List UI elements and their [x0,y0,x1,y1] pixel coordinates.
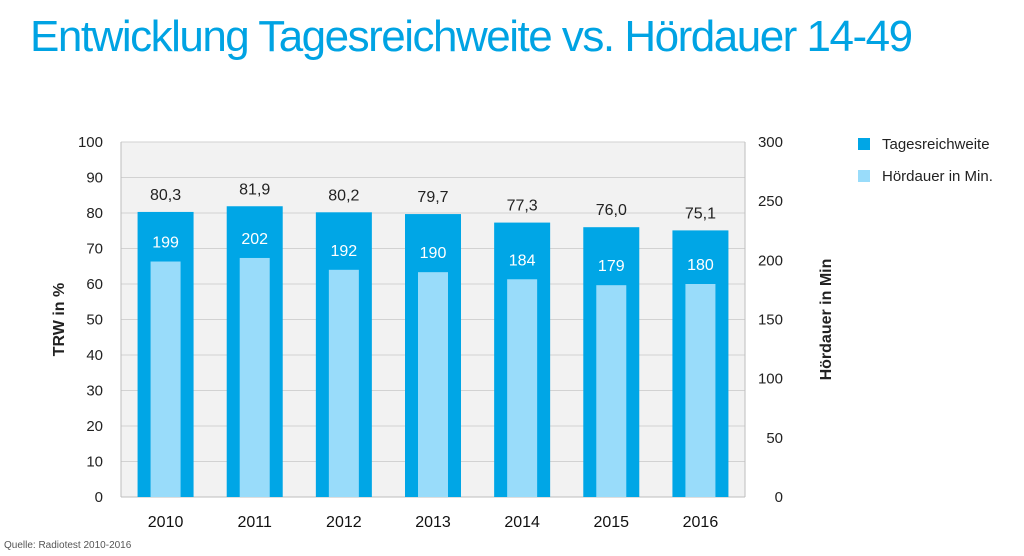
y-axis-left-title: TRW in % [51,283,68,356]
data-label-hoerdauer: 179 [598,258,625,275]
x-tick-label: 2013 [415,514,451,531]
page-title: Entwicklung Tagesreichweite vs. Hördauer… [30,12,913,61]
x-tick-label: 2014 [504,514,540,531]
bar-hoerdauer [507,279,538,497]
legend-label-tagesreichweite: Tagesreichweite [882,136,990,153]
y-tick-left: 100 [78,134,103,151]
data-label-tagesreichweite: 75,1 [685,205,716,222]
legend-label-hoerdauer: Hördauer in Min. [882,168,993,185]
x-tick-label: 2015 [593,514,629,531]
data-label-tagesreichweite: 79,7 [417,189,448,206]
data-label-tagesreichweite: 81,9 [239,181,270,198]
legend-swatch-hoerdauer [858,170,870,182]
x-tick-label: 2012 [326,514,362,531]
x-tick-label: 2011 [238,514,273,531]
legend: Tagesreichweite Hördauer in Min. [858,136,993,185]
y-tick-right: 250 [758,193,783,210]
bar-hoerdauer [328,269,359,497]
y-tick-left: 10 [86,454,103,471]
data-label-tagesreichweite: 80,2 [328,187,359,204]
y-tick-right: 200 [758,252,783,269]
y-tick-left: 90 [86,170,103,187]
y-tick-left: 0 [95,489,103,506]
data-label-hoerdauer: 180 [687,257,714,274]
data-label-hoerdauer: 190 [420,245,447,262]
bar-hoerdauer [239,257,270,497]
bar-hoerdauer [418,272,448,497]
y-tick-left: 60 [86,276,103,293]
bars [137,206,729,498]
bar-hoerdauer [596,285,627,497]
y-axis-right-title: Hördauer in Min [818,259,835,381]
y-tick-right: 300 [758,134,783,151]
data-label-hoerdauer: 199 [152,235,179,252]
data-label-hoerdauer: 184 [509,252,536,269]
y-tick-right: 150 [758,312,783,329]
y-tick-left: 40 [86,347,103,364]
data-label-tagesreichweite: 80,3 [150,187,181,204]
data-label-tagesreichweite: 76,0 [596,202,627,219]
y-tick-left: 20 [86,418,103,435]
y-tick-right: 0 [775,489,783,506]
x-tick-label: 2016 [683,514,719,531]
y-tick-left: 50 [86,312,103,329]
y-tick-left: 80 [86,205,103,222]
y-tick-right: 100 [758,371,783,388]
bar-hoerdauer [685,284,716,497]
y-tick-left: 30 [86,383,103,400]
y-tick-left: 70 [86,241,103,258]
legend-swatch-tagesreichweite [858,138,870,150]
data-labels: 80,3 199 81,9 202 80,2 192 79,7 190 77,3 184 76,0 1… [150,181,716,275]
y-tick-right: 50 [766,430,783,447]
data-label-hoerdauer: 192 [331,243,358,260]
data-label-hoerdauer: 202 [241,231,268,248]
source-note: Quelle: Radiotest 2010-2016 [4,540,132,551]
y-axis-left-ticks: 0 10 20 30 40 50 60 70 80 90 100 [78,134,103,506]
y-axis-right-ticks: 0 50 100 150 200 250 300 [758,134,783,506]
bar-hoerdauer [150,261,181,497]
x-tick-label: 2010 [148,514,184,531]
data-label-tagesreichweite: 77,3 [507,198,538,215]
x-axis-ticks: 2010 2011 2012 2013 2014 2015 2016 [148,514,719,531]
